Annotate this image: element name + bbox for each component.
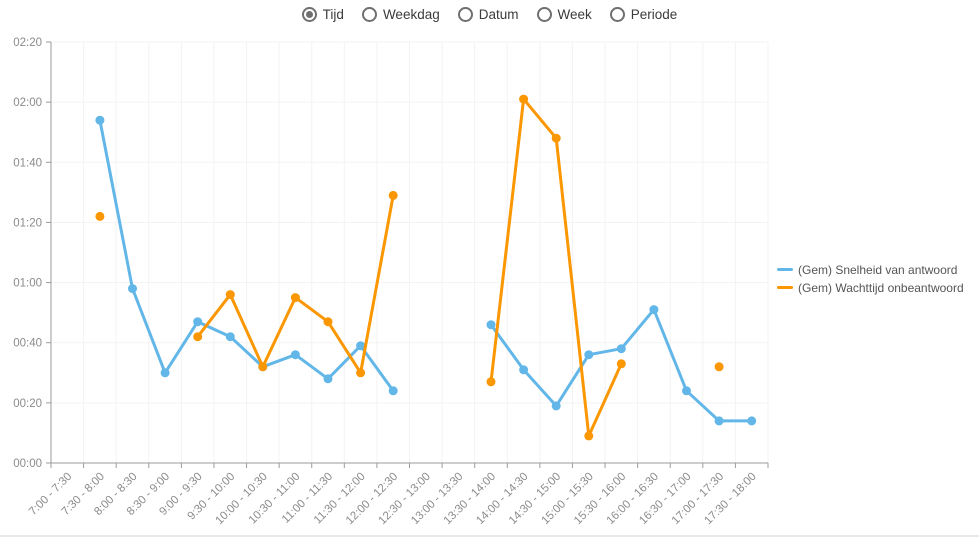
series-line-0 xyxy=(98,118,754,423)
data-point-s1-c5[interactable] xyxy=(225,290,235,300)
data-point-s1-c15[interactable] xyxy=(551,133,561,143)
radio-unselected-icon xyxy=(609,7,625,22)
y-tick-label: 00:20 xyxy=(13,398,42,410)
radio-tijd[interactable]: Tijd xyxy=(301,7,344,22)
data-point-s1-c17[interactable] xyxy=(616,359,626,369)
radio-label: Datum xyxy=(478,7,519,22)
data-point-s0-c10[interactable] xyxy=(388,386,398,396)
data-point-s0-c1[interactable] xyxy=(95,115,105,125)
panel-bottom-divider xyxy=(0,535,979,537)
data-point-s0-c4[interactable] xyxy=(193,317,203,327)
data-point-s0-c19[interactable] xyxy=(682,386,691,396)
data-point-s0-c15[interactable] xyxy=(551,401,561,411)
data-point-s1-c9[interactable] xyxy=(356,368,366,378)
data-point-s0-c3[interactable] xyxy=(160,368,170,378)
y-tick-label: 01:40 xyxy=(13,157,42,169)
data-point-s1-c14[interactable] xyxy=(519,94,529,104)
radio-weekdag[interactable]: Weekdag xyxy=(361,7,440,22)
radio-periode[interactable]: Periode xyxy=(609,7,678,22)
data-point-s1-c10[interactable] xyxy=(388,190,398,200)
radio-unselected-icon xyxy=(457,7,473,22)
y-tick-label: 02:20 xyxy=(13,37,42,49)
data-point-s0-c17[interactable] xyxy=(616,344,626,354)
y-tick-label: 02:00 xyxy=(13,97,42,109)
y-tick-label: 01:00 xyxy=(13,278,42,290)
legend-item-snelheid[interactable]: (Gem) Snelheid van antwoord xyxy=(777,262,964,277)
chart-legend: (Gem) Snelheid van antwoord (Gem) Wachtt… xyxy=(777,262,964,295)
data-point-s0-c18[interactable] xyxy=(649,305,659,315)
data-point-s0-c14[interactable] xyxy=(519,365,529,375)
data-point-s1-c6[interactable] xyxy=(258,362,268,372)
radio-label: Tijd xyxy=(322,7,344,22)
data-point-s0-c20[interactable] xyxy=(714,416,724,426)
data-point-s1-c4[interactable] xyxy=(193,332,203,342)
data-point-s0-c21[interactable] xyxy=(747,416,757,426)
legend-label: (Gem) Snelheid van antwoord xyxy=(798,262,958,277)
data-point-s0-c13[interactable] xyxy=(486,320,496,330)
data-point-s0-c2[interactable] xyxy=(128,284,137,294)
radio-label: Weekdag xyxy=(382,7,440,22)
legend-item-wachttijd[interactable]: (Gem) Wachttijd onbeantwoord xyxy=(777,280,964,295)
radio-label: Periode xyxy=(630,7,678,22)
data-point-s1-c20[interactable] xyxy=(714,362,724,372)
data-point-s0-c16[interactable] xyxy=(584,350,594,360)
radio-week[interactable]: Week xyxy=(536,7,592,22)
radio-unselected-icon xyxy=(536,7,552,22)
legend-swatch-orange xyxy=(777,286,793,289)
radio-label: Week xyxy=(557,7,592,22)
data-point-s1-c8[interactable] xyxy=(323,317,333,327)
radio-datum[interactable]: Datum xyxy=(457,7,519,22)
y-tick-label: 01:20 xyxy=(13,217,42,229)
data-point-s0-c8[interactable] xyxy=(323,374,333,384)
data-point-s0-c9[interactable] xyxy=(356,341,366,351)
y-tick-label: 00:40 xyxy=(13,338,42,350)
legend-swatch-blue xyxy=(777,268,793,271)
data-point-s1-c13[interactable] xyxy=(486,377,496,387)
data-point-s1-c7[interactable] xyxy=(290,293,300,303)
legend-label: (Gem) Wachttijd onbeantwoord xyxy=(798,280,964,295)
data-point-s1-c16[interactable] xyxy=(584,431,594,441)
y-tick-label: 00:00 xyxy=(13,458,42,470)
series-line-1 xyxy=(198,99,719,436)
view-mode-radiogroup: Tijd Weekdag Datum Week Periode xyxy=(0,7,979,22)
radio-unselected-icon xyxy=(361,7,377,22)
data-point-s0-c5[interactable] xyxy=(225,332,235,342)
data-point-s1-c1[interactable] xyxy=(95,211,105,221)
radio-selected-icon xyxy=(301,7,317,22)
data-point-s0-c7[interactable] xyxy=(290,350,300,360)
